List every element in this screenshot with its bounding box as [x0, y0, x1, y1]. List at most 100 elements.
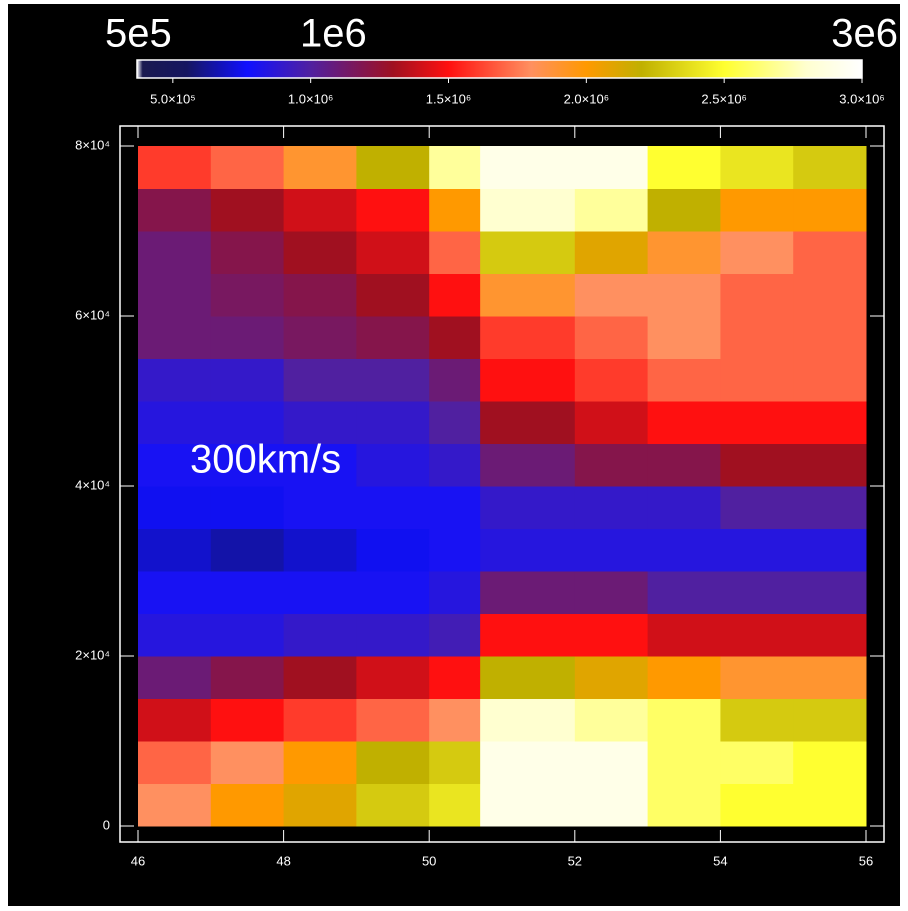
cell	[480, 528, 576, 572]
cell	[480, 231, 576, 274]
x-tick-label: 54	[713, 853, 727, 868]
cell	[356, 486, 430, 529]
cell	[429, 741, 481, 784]
cell	[356, 273, 430, 317]
cell	[429, 783, 481, 827]
cell	[720, 443, 794, 487]
cell	[793, 613, 867, 657]
cell	[283, 231, 357, 274]
cell	[574, 401, 649, 444]
cell	[210, 188, 285, 232]
cell	[429, 401, 481, 444]
cell	[138, 358, 212, 402]
cell	[210, 316, 285, 359]
cell	[356, 656, 430, 699]
cell	[647, 358, 721, 402]
cell	[480, 316, 576, 359]
cell	[356, 571, 430, 614]
heatmap	[138, 146, 867, 827]
cell	[210, 741, 285, 784]
cell	[138, 571, 212, 614]
cell	[647, 146, 721, 189]
cell	[429, 656, 481, 699]
cell	[574, 656, 649, 699]
cell	[138, 316, 212, 359]
colorbar-tick-label: 1.0×10⁶	[288, 91, 333, 106]
cell	[210, 656, 285, 699]
cell	[574, 698, 649, 742]
cell	[356, 316, 430, 359]
cell	[647, 783, 721, 827]
colorbar	[136, 59, 863, 79]
y-tick-label: 4×10⁴	[75, 477, 110, 492]
cell	[429, 273, 481, 317]
cell	[480, 613, 576, 657]
cell	[793, 188, 867, 232]
cell	[647, 613, 721, 657]
cell	[210, 613, 285, 657]
cell	[138, 231, 212, 274]
cell	[793, 783, 867, 827]
cell	[138, 741, 212, 784]
annotation: 3e6	[831, 12, 898, 56]
y-tick-label: 0	[103, 817, 110, 832]
cell	[720, 231, 794, 274]
cell	[793, 571, 867, 614]
cell	[720, 188, 794, 232]
cell	[720, 486, 794, 529]
cell	[210, 358, 285, 402]
cell	[720, 316, 794, 359]
cell	[480, 188, 576, 232]
cell	[647, 273, 721, 317]
y-tick-label: 6×10⁴	[75, 307, 110, 322]
cell	[574, 613, 649, 657]
cell	[574, 528, 649, 572]
cell	[138, 486, 212, 529]
cell	[720, 146, 794, 189]
cell	[480, 783, 576, 827]
cell	[574, 273, 649, 317]
cell	[793, 741, 867, 784]
cell	[647, 401, 721, 444]
cell	[647, 316, 721, 359]
cell	[647, 698, 721, 742]
cell	[480, 401, 576, 444]
cell	[647, 443, 721, 487]
cell	[480, 656, 576, 699]
cell	[574, 741, 649, 784]
cell	[429, 528, 481, 572]
cell	[574, 443, 649, 487]
plot-frame	[119, 125, 885, 843]
cell	[574, 146, 649, 189]
cell	[210, 146, 285, 189]
cell	[283, 146, 357, 189]
cell	[283, 783, 357, 827]
cell	[793, 146, 867, 189]
cell	[574, 358, 649, 402]
cell	[793, 231, 867, 274]
cell	[574, 486, 649, 529]
cell	[283, 486, 357, 529]
x-tick-label: 56	[859, 853, 873, 868]
cell	[574, 231, 649, 274]
cell	[356, 358, 430, 402]
cell	[138, 401, 212, 444]
cell	[793, 486, 867, 529]
cell	[480, 358, 576, 402]
cell	[720, 741, 794, 784]
annotation: 300km/s	[190, 438, 341, 482]
cell	[574, 188, 649, 232]
cell	[283, 401, 357, 444]
cell	[793, 358, 867, 402]
cell	[647, 528, 721, 572]
annotation: 1e6	[300, 12, 367, 56]
cell	[647, 741, 721, 784]
cell	[574, 783, 649, 827]
colorbar-tick-label: 1.5×10⁶	[426, 91, 471, 106]
cell	[429, 613, 481, 657]
x-tick-label: 46	[131, 853, 145, 868]
cell	[429, 146, 481, 189]
cell	[210, 571, 285, 614]
annotation: 5e5	[105, 12, 172, 56]
